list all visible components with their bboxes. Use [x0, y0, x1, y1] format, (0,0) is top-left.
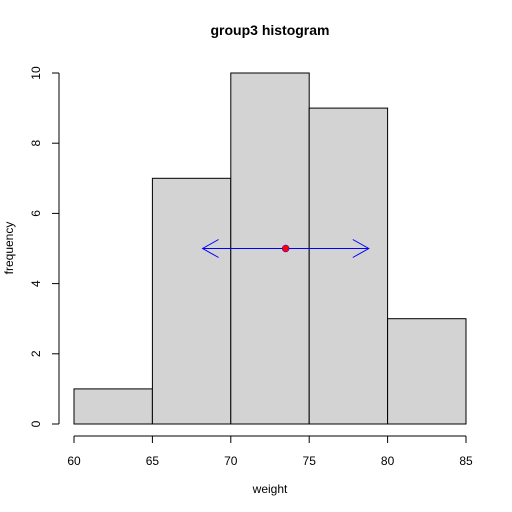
x-tick-label: 75	[303, 454, 317, 468]
interval-left-arrowhead	[201, 239, 219, 258]
x-tick-label: 60	[67, 454, 81, 468]
y-tick-label: 4	[29, 280, 43, 287]
chart-title: group3 histogram	[210, 22, 329, 38]
y-tick-label: 0	[29, 420, 43, 427]
histogram-bar-3	[308, 107, 389, 425]
x-axis: 60 65 70 75 80 85	[67, 435, 473, 468]
y-axis: 0 2 4 6 8 10	[29, 66, 60, 427]
x-tick-label: 70	[224, 454, 238, 468]
y-tick-label: 10	[29, 66, 43, 80]
x-tick-label: 80	[381, 454, 395, 468]
x-tick-label: 85	[459, 454, 473, 468]
mean-point	[281, 244, 290, 253]
y-tick-label: 8	[29, 140, 43, 147]
y-axis-label: frequency	[2, 222, 16, 275]
y-tick-label: 6	[29, 210, 43, 217]
x-tick-label: 65	[146, 454, 160, 468]
interval-right-arrowhead	[352, 239, 370, 258]
x-axis-label: weight	[252, 482, 288, 496]
histogram-bar-0	[73, 388, 153, 425]
y-tick-label: 2	[29, 350, 43, 357]
histogram-bar-4	[387, 318, 467, 425]
histogram-bar-1	[151, 177, 232, 425]
interval-overlay	[201, 239, 370, 258]
